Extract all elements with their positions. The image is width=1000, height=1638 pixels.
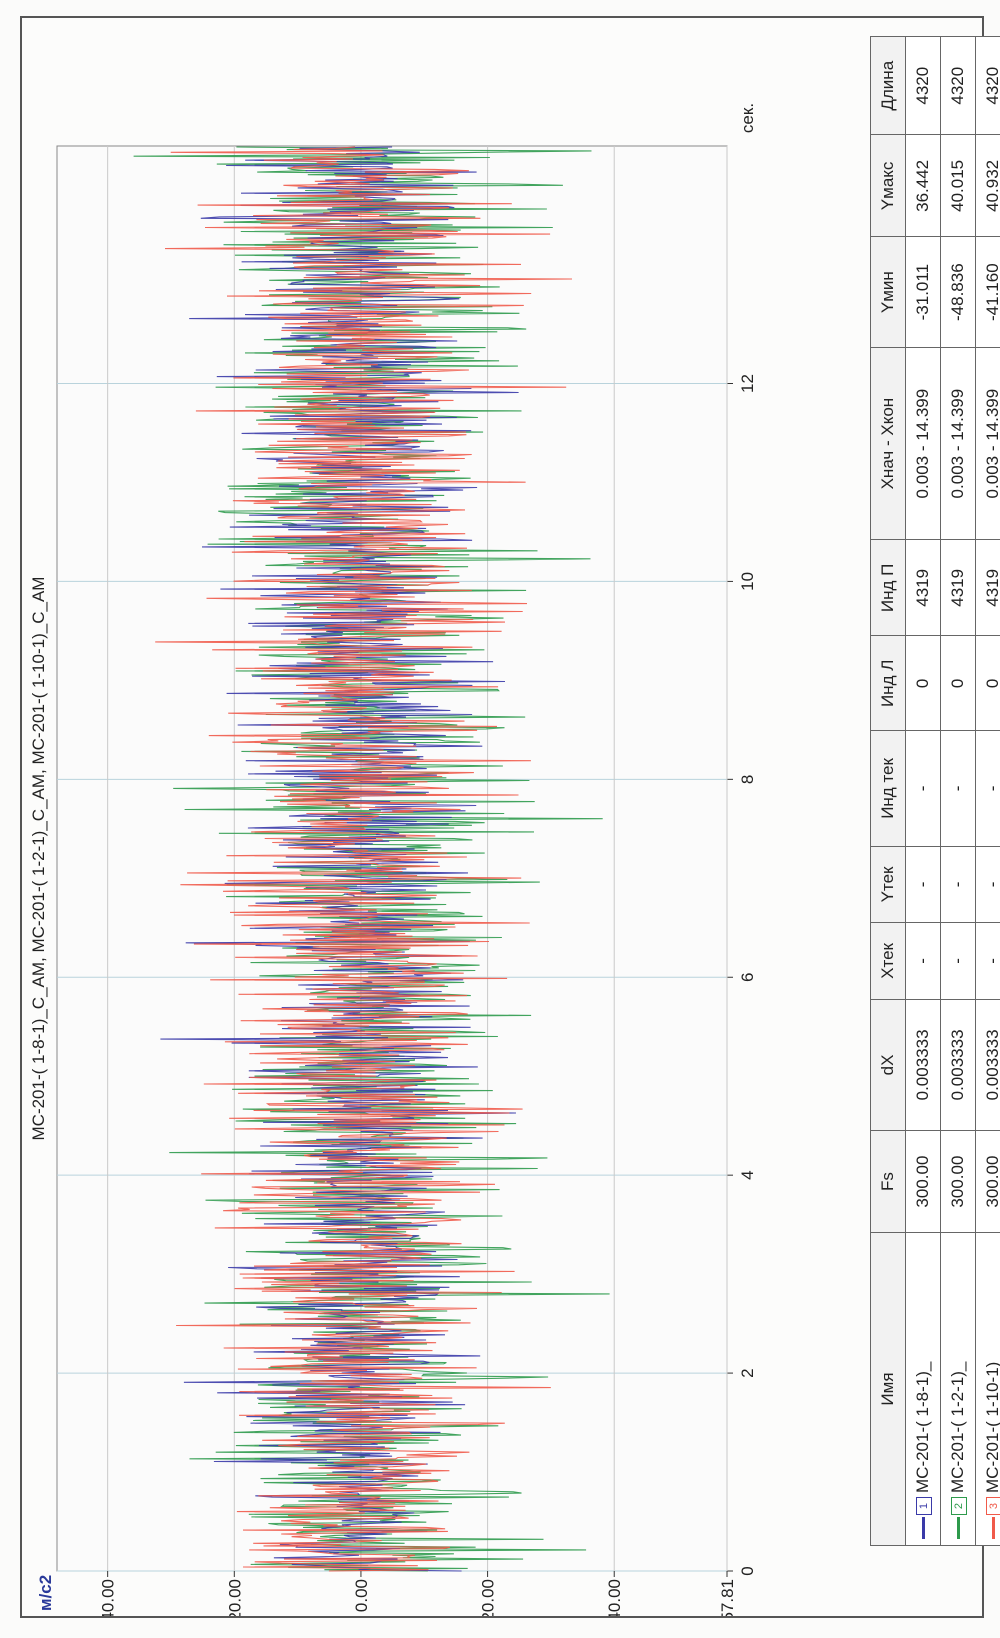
cell-xtek: - [975, 922, 1000, 1000]
col-indp: Инд П [870, 539, 906, 636]
x-tick-label: 8 [738, 775, 757, 784]
col-name: Имя [870, 1232, 906, 1546]
cell-ymin: -31.011 [905, 236, 941, 348]
table-row[interactable]: 1MC-201-( 1-8-1)_ 300.00 0.003333- - -0 4319 0… [905, 36, 941, 1546]
col-ymin: Yмин [870, 236, 906, 348]
y-tick-label: -20.00 [479, 1579, 498, 1616]
col-xtek: Xтек [870, 922, 906, 1000]
cell-ymax: 40.932 [975, 134, 1000, 237]
series-line-icon [992, 1517, 996, 1539]
cell-ytek: - [905, 846, 941, 923]
cell-indp: 4319 [975, 539, 1000, 636]
series-index-badge[interactable]: 3 [985, 1497, 1000, 1515]
y-tick-label: -57.81 [718, 1579, 737, 1616]
cell-ytek: - [940, 846, 976, 923]
cell-indl: 0 [975, 636, 1000, 731]
cell-xrange: 0.003 - 14.399 [975, 347, 1000, 540]
y-tick-label: 20.00 [225, 1579, 244, 1616]
cell-dx: 0.003333 [940, 999, 976, 1131]
cell-ytek: - [975, 846, 1000, 923]
y-tick-label: 0.00 [352, 1579, 371, 1612]
col-dx: dX [870, 999, 906, 1131]
cell-xtek: - [905, 922, 941, 1000]
cell-indtek: - [940, 730, 976, 847]
cell-ymin: -41.160 [975, 236, 1000, 348]
y-tick-label: -40.00 [605, 1579, 624, 1616]
series-name: MC-201-( 1-10-1)_ [983, 1352, 1000, 1493]
cell-dx: 0.003333 [905, 999, 941, 1131]
series-name: MC-201-( 1-8-1)_ [913, 1361, 932, 1493]
cell-indtek: - [975, 730, 1000, 847]
col-length: Длина [870, 36, 906, 135]
series-line-icon [922, 1517, 926, 1539]
cell-xtek: - [940, 922, 976, 1000]
cell-fs: 300.00 [940, 1130, 976, 1233]
cell-indl: 0 [905, 636, 941, 731]
x-tick-label: 4 [738, 1170, 757, 1179]
table-header-row: Имя Fs dX Xтек Yтек Инд тек Инд Л Инд П … [870, 36, 906, 1546]
cell-ymin: -48.836 [940, 236, 976, 348]
x-tick-label: 6 [738, 973, 757, 982]
table-row[interactable]: 3MC-201-( 1-10-1)_300.000.003333---04319… [975, 36, 1000, 1546]
chart-title: MC-201-( 1-8-1)_C_AM, MC-201-( 1-2-1)_C_… [29, 577, 48, 1141]
cell-indp: 4319 [940, 539, 976, 636]
cell-indtek: - [905, 730, 941, 847]
cell-len: 4320 [940, 36, 976, 135]
col-ytek: Yтек [870, 846, 906, 923]
y-axis-label: м/с2 [36, 1575, 55, 1611]
chart-plot: 0 2 4 6 8 10 12 40.00 20.00 0.00 -20.00 -40.00 -57.8… [29, 103, 757, 1616]
col-fs: Fs [870, 1130, 906, 1233]
cell-xrange: 0.003 - 14.399 [940, 347, 976, 540]
x-tick-label: 2 [738, 1368, 757, 1377]
x-tick-label: 0 [738, 1566, 757, 1575]
series-line-icon [957, 1517, 961, 1539]
series-index-badge[interactable]: 2 [950, 1497, 967, 1515]
series-name-cell: 2 MC-201-( 1-2-1)_ [940, 1232, 976, 1546]
series-name-cell: 3 MC-201-( 1-10-1)_ [975, 1232, 1000, 1546]
cell-len: 4320 [975, 36, 1000, 135]
cell-xrange: 0.003 - 14.399 [905, 347, 941, 540]
cell-dx: 0.003333 [975, 999, 1000, 1131]
cell-fs: 300.00 [975, 1130, 1000, 1233]
cell-len: 4320 [905, 36, 941, 135]
col-xrange: Xнач - Xкон [870, 347, 906, 540]
col-indl: Инд Л [870, 636, 906, 731]
col-ymax: Yмакс [870, 134, 906, 237]
x-tick-label: 10 [738, 572, 757, 591]
x-axis-label: сек. [738, 103, 757, 133]
x-tick-label: 12 [738, 374, 757, 393]
cell-fs: 300.00 [905, 1130, 941, 1233]
cell-ymax: 36.442 [905, 134, 941, 237]
series-table: Имя Fs dX Xтек Yтек Инд тек Инд Л Инд П … [870, 36, 1000, 1546]
col-indtek: Инд тек [870, 730, 906, 847]
table-row[interactable]: 2MC-201-( 1-2-1)_ 300.00 0.003333- - -0 4319 0… [940, 36, 976, 1546]
cell-ymax: 40.015 [940, 134, 976, 237]
series-line [155, 146, 573, 1572]
cell-indp: 4319 [905, 539, 941, 636]
y-tick-label: 40.00 [99, 1579, 118, 1616]
series-name-cell: 1 MC-201-( 1-8-1)_ [905, 1232, 941, 1546]
series-name: MC-201-( 1-2-1)_ [948, 1361, 967, 1493]
series-index-badge[interactable]: 1 [915, 1497, 932, 1515]
chart-window: 0 2 4 6 8 10 12 40.00 20.00 0.00 -20.00 -40.00 -57.8… [20, 16, 1000, 1618]
cell-indl: 0 [940, 636, 976, 731]
